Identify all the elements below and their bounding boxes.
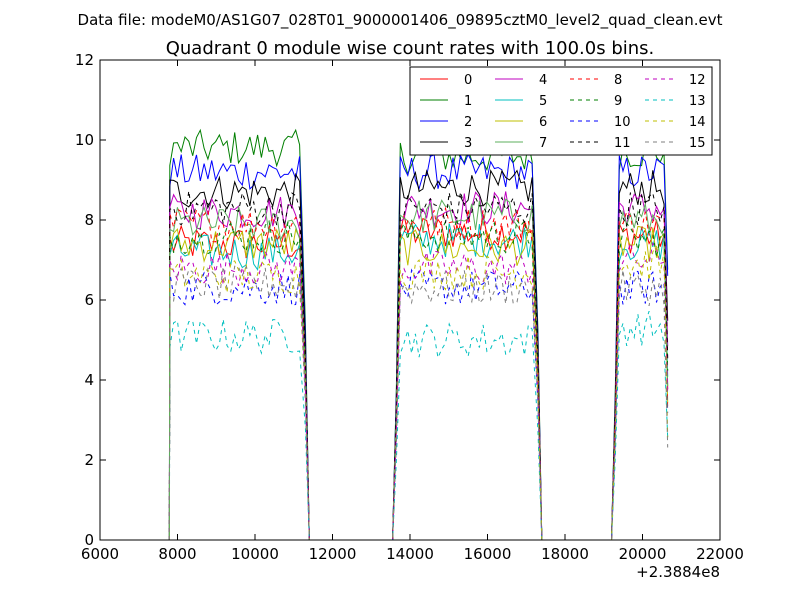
chart-title: Quadrant 0 module wise count rates with … [166,38,655,59]
legend-label-0: 0 [464,73,472,88]
y-tick-label: 4 [84,371,94,389]
legend-label-13: 13 [689,94,706,109]
legend-label-4: 4 [539,73,547,88]
series-line-15 [168,265,669,541]
series-line-11 [168,190,669,541]
legend-label-15: 15 [689,136,706,151]
legend-label-6: 6 [539,115,547,130]
legend-label-7: 7 [539,136,547,151]
legend-label-2: 2 [464,115,472,130]
legend-label-9: 9 [614,94,622,109]
y-tick-label: 6 [84,291,94,309]
legend-label-14: 14 [689,115,706,130]
y-tick-label: 0 [84,531,94,549]
y-tick-label: 10 [75,131,94,149]
legend-label-3: 3 [464,136,472,151]
y-tick-label: 12 [75,51,94,69]
y-tick-label: 8 [84,211,94,229]
y-tick-label: 2 [84,451,94,469]
x-tick-label: 20000 [619,545,667,563]
legend-label-11: 11 [614,136,631,151]
x-tick-label: 10000 [231,545,279,563]
x-tick-label: 8000 [158,545,196,563]
x-tick-label: 18000 [541,545,589,563]
legend-label-5: 5 [539,94,547,109]
x-tick-label: 6000 [81,545,119,563]
x-tick-label: 14000 [386,545,434,563]
x-tick-label: 16000 [464,545,512,563]
legend-label-1: 1 [464,94,472,109]
legend-label-10: 10 [614,115,631,130]
legend-label-12: 12 [689,73,706,88]
x-tick-label: 22000 [696,545,744,563]
legend-label-8: 8 [614,73,622,88]
x-axis-offset-label: +2.3884e8 [636,563,720,581]
figure-suptitle: Data file: modeM0/AS1G07_028T01_90000014… [78,11,723,30]
axes: 6000 8000 10000 12000 14000 16000 18000 20000 22… [75,51,744,563]
legend-box [409,66,713,156]
x-tick-label: 12000 [309,545,357,563]
